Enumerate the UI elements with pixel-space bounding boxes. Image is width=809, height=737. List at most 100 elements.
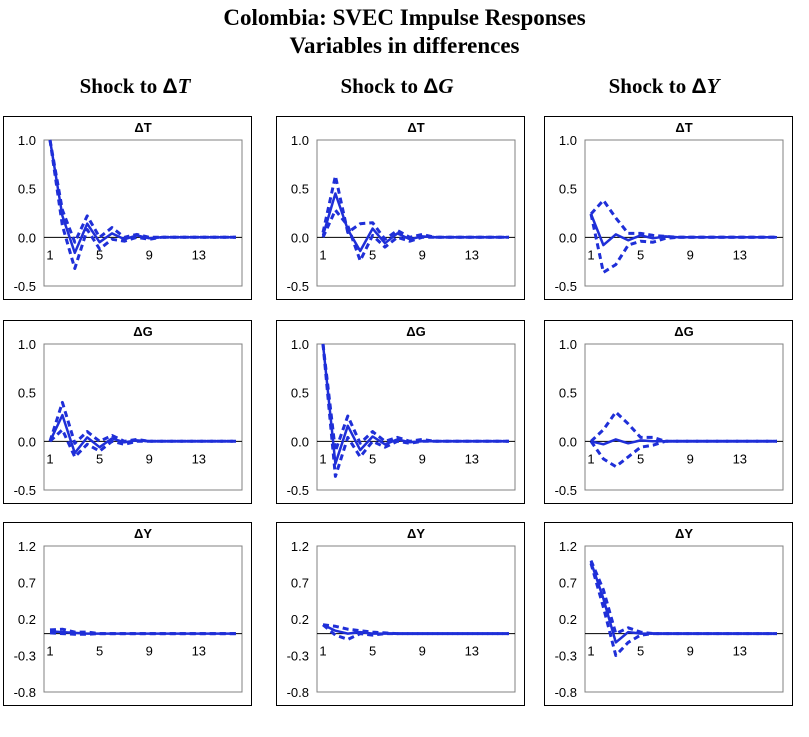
- lower-band-line: [49, 631, 236, 636]
- plot-area: [316, 545, 516, 693]
- chart-title: ΔY: [407, 526, 425, 541]
- chart-panel: ΔY 1.2 0.7 0.2 -0.3 -0.8 1 5 9 13: [3, 522, 252, 706]
- x-tick-label: 1: [46, 247, 53, 262]
- x-tick-label: 13: [192, 247, 206, 262]
- y-tick-label: 0.0: [559, 434, 577, 449]
- y-tick-label: -0.8: [555, 685, 577, 700]
- y-tick-label: 0.7: [291, 576, 309, 591]
- lower-band-line: [589, 439, 777, 469]
- plot-area: [43, 343, 243, 491]
- upper-band-line: [48, 400, 236, 445]
- panel-frame: [544, 116, 793, 300]
- x-tick-label: 9: [146, 247, 153, 262]
- x-tick-label: 9: [687, 451, 694, 466]
- column-header-delta: Δ: [162, 75, 178, 98]
- panel-frame: [276, 116, 525, 300]
- x-tick-label: 5: [369, 247, 376, 262]
- y-tick-label: -0.5: [287, 483, 309, 498]
- x-tick-label: 13: [192, 451, 206, 466]
- chart-title: ΔT: [407, 120, 424, 135]
- chart-title: ΔY: [134, 526, 152, 541]
- y-tick-label: 1.0: [559, 133, 577, 148]
- chart-title: ΔT: [675, 120, 692, 135]
- x-tick-label: 9: [419, 247, 426, 262]
- x-tick-label: 9: [419, 451, 426, 466]
- x-tick-label: 9: [687, 644, 694, 659]
- lower-band-line: [322, 623, 509, 641]
- chart-title: ΔG: [406, 324, 425, 339]
- y-tick-label: 0.2: [559, 612, 577, 627]
- y-tick-label: 0.0: [18, 230, 36, 245]
- panel-frame: [544, 320, 793, 504]
- column-header-shock-y: Shock to ΔY: [539, 74, 789, 99]
- y-tick-label: 1.2: [18, 539, 36, 554]
- y-tick-label: 1.0: [291, 337, 309, 352]
- chart-panel: ΔG 1.0 0.5 0.0 -0.5 1 5 9 13: [544, 320, 793, 504]
- lower-band-line: [48, 139, 236, 270]
- x-tick-label: 1: [587, 451, 594, 466]
- panel-frame: [276, 522, 525, 706]
- column-header-var: T: [177, 74, 191, 98]
- y-tick-label: 0.2: [291, 612, 309, 627]
- x-tick-label: 13: [733, 247, 747, 262]
- y-tick-label: -0.5: [14, 483, 36, 498]
- y-tick-label: 0.5: [559, 182, 577, 197]
- lower-band-line: [589, 563, 777, 657]
- y-tick-label: 0.0: [559, 230, 577, 245]
- figure-title: Colombia: SVEC Impulse Responses: [223, 5, 586, 30]
- column-header-var: G: [438, 74, 454, 98]
- panel-frame: [3, 116, 252, 300]
- x-tick-label: 5: [369, 451, 376, 466]
- panel-frame: [544, 522, 793, 706]
- column-header-delta: Δ: [423, 75, 439, 98]
- plot-area: [43, 545, 243, 693]
- figure-subtitle: Variables in differences: [289, 33, 520, 58]
- panel-frame: [3, 320, 252, 504]
- column-header-prefix: Shock to: [340, 74, 419, 98]
- chart-title: ΔY: [675, 526, 693, 541]
- chart-panel: ΔY 1.2 0.7 0.2 -0.3 -0.8 1 5 9 13: [544, 522, 793, 706]
- chart-panel: ΔY 1.2 0.7 0.2 -0.3 -0.8 1 5 9 13: [276, 522, 525, 706]
- y-tick-label: 0.5: [559, 386, 577, 401]
- lower-band-line: [589, 213, 777, 274]
- y-tick-label: 0.2: [18, 612, 36, 627]
- x-tick-label: 1: [319, 644, 326, 659]
- y-tick-label: 1.0: [291, 133, 309, 148]
- x-tick-label: 13: [465, 247, 479, 262]
- chart-panel: ΔG 1.0 0.5 0.0 -0.5 1 5 9 13: [276, 320, 525, 504]
- y-tick-label: 1.0: [559, 337, 577, 352]
- plot-area: [584, 343, 784, 491]
- x-tick-label: 5: [96, 451, 103, 466]
- y-tick-label: -0.5: [555, 279, 577, 294]
- chart-panel: ΔT 1.0 0.5 0.0 -0.5 1 5 9 13: [3, 116, 252, 300]
- column-header-prefix: Shock to: [79, 74, 158, 98]
- x-tick-label: 5: [637, 451, 644, 466]
- y-tick-label: -0.5: [14, 279, 36, 294]
- plot-area: [584, 139, 784, 287]
- y-tick-label: -0.5: [287, 279, 309, 294]
- column-header-delta: Δ: [691, 75, 707, 98]
- plot-area: [316, 343, 516, 491]
- x-tick-label: 5: [96, 644, 103, 659]
- chart-panel: ΔG 1.0 0.5 0.0 -0.5 1 5 9 13: [3, 320, 252, 504]
- x-tick-label: 1: [587, 247, 594, 262]
- x-tick-label: 9: [419, 644, 426, 659]
- x-tick-label: 13: [192, 644, 206, 659]
- y-tick-label: -0.3: [287, 649, 309, 664]
- x-tick-label: 13: [733, 644, 747, 659]
- y-tick-label: 0.5: [291, 182, 309, 197]
- plot-area: [584, 545, 784, 693]
- x-tick-label: 1: [587, 644, 594, 659]
- x-tick-label: 1: [319, 247, 326, 262]
- x-tick-label: 5: [369, 644, 376, 659]
- y-tick-label: -0.3: [14, 649, 36, 664]
- y-tick-label: -0.8: [287, 685, 309, 700]
- chart-title: ΔG: [133, 324, 152, 339]
- column-header-var: Y: [706, 74, 720, 98]
- chart-panel: ΔT 1.0 0.5 0.0 -0.5 1 5 9 13: [544, 116, 793, 300]
- x-tick-label: 5: [637, 247, 644, 262]
- column-header-prefix: Shock to: [608, 74, 687, 98]
- chart-title: ΔG: [674, 324, 693, 339]
- plot-area: [316, 139, 516, 287]
